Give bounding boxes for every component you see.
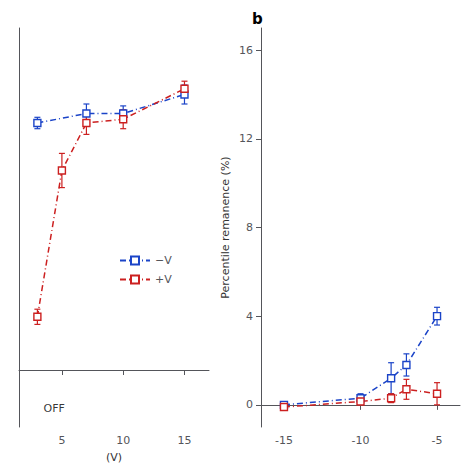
svg-text:12: 12 bbox=[239, 132, 253, 145]
svg-text:15: 15 bbox=[177, 434, 191, 447]
svg-text:Percentile remanence (%): Percentile remanence (%) bbox=[219, 156, 232, 298]
svg-text:(V): (V) bbox=[106, 451, 122, 464]
svg-text:OFF: OFF bbox=[44, 402, 65, 415]
svg-text:-5: -5 bbox=[432, 434, 443, 447]
svg-text:4: 4 bbox=[246, 310, 253, 323]
svg-text:10: 10 bbox=[116, 434, 130, 447]
svg-text:-15: -15 bbox=[275, 434, 293, 447]
svg-text:−V: −V bbox=[155, 254, 172, 267]
svg-text:+V: +V bbox=[155, 273, 172, 286]
svg-text:16: 16 bbox=[239, 44, 253, 57]
svg-text:5: 5 bbox=[58, 434, 65, 447]
svg-text:8: 8 bbox=[246, 221, 253, 234]
svg-text:-10: -10 bbox=[352, 434, 370, 447]
svg-text:b: b bbox=[252, 10, 263, 28]
svg-text:0: 0 bbox=[246, 398, 253, 411]
